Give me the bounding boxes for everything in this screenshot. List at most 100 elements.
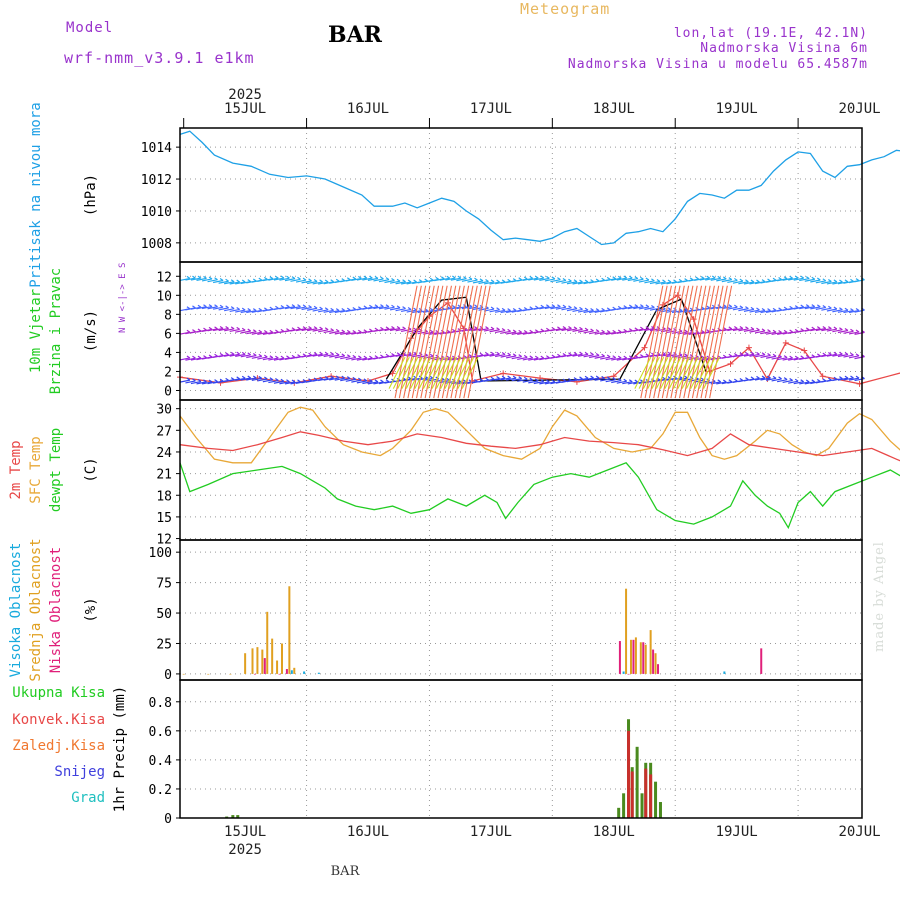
- bar-low_cloud: [652, 649, 655, 674]
- wind-arrow: [400, 279, 412, 285]
- wind-arrow: [594, 329, 605, 335]
- wind-arrow: [224, 279, 235, 285]
- wind-arrow: [384, 352, 395, 359]
- wind-hatch: [410, 356, 428, 389]
- wind-arrow: [240, 307, 252, 314]
- wind-arrow: [212, 352, 224, 359]
- wind-arrow: [771, 376, 782, 382]
- wind-arrow: [528, 305, 539, 311]
- wind-arrow: [439, 275, 451, 281]
- date-label-top: 20JUL: [838, 101, 880, 117]
- wind-arrow: [190, 304, 202, 310]
- wind-arrow: [207, 277, 218, 283]
- wind-arrow: [644, 304, 655, 311]
- wind-arrow: [345, 329, 357, 336]
- wind-hatch: [700, 285, 724, 399]
- wind-hatch: [453, 356, 471, 389]
- wind-arrow: [196, 379, 207, 385]
- wind-arrow: [246, 329, 257, 335]
- date-label-top: 17JUL: [470, 101, 512, 117]
- wind-hatch: [433, 285, 457, 399]
- wind-arrow: [445, 275, 456, 281]
- wind-hatch: [461, 356, 479, 389]
- wind-arrow: [257, 376, 268, 382]
- wind-arrow: [318, 351, 329, 357]
- wind-hatch: [640, 285, 664, 399]
- wind-arrow: [373, 276, 384, 282]
- wind-hatch: [435, 356, 453, 389]
- y-axis-label: (C): [83, 457, 99, 482]
- wind-arrow: [478, 326, 489, 332]
- wind-hatch: [642, 356, 660, 389]
- wind-arrow: [810, 277, 821, 283]
- series-line-pressure: [179, 130, 900, 246]
- product-title: Meteogram: [520, 0, 611, 18]
- wind-speed-marker: [641, 344, 648, 351]
- wind-arrow: [837, 307, 849, 313]
- wind-hatch: [685, 356, 703, 389]
- wind-arrow: [843, 328, 854, 334]
- wind-hatch: [403, 285, 427, 399]
- wind-hatch: [454, 285, 478, 399]
- wind-arrow: [279, 275, 290, 281]
- wind-hatch: [698, 356, 716, 389]
- y-axis-label: SFC Temp: [28, 436, 44, 503]
- wind-arrow: [395, 326, 406, 332]
- wind-arrow: [340, 277, 351, 283]
- wind-arrow: [395, 279, 406, 285]
- wind-arrow: [235, 351, 246, 357]
- wind-arrow: [323, 375, 335, 381]
- wind-arrow: [627, 379, 639, 385]
- year-label-bottom: 2025: [228, 842, 262, 858]
- wind-arrow: [843, 308, 854, 314]
- y-tick-label: 1010: [141, 205, 172, 220]
- wind-hatch: [657, 285, 681, 399]
- wind-arrow: [561, 278, 572, 284]
- wind-arrow: [329, 328, 340, 334]
- wind-arrow: [229, 279, 241, 285]
- wind-arrow: [472, 278, 484, 284]
- wind-hatch: [431, 356, 449, 389]
- wind-arrow: [323, 328, 335, 334]
- wind-arrow: [605, 329, 617, 335]
- wind-arrow: [810, 326, 821, 332]
- wind-hatch: [394, 285, 418, 399]
- wind-arrow: [577, 279, 589, 285]
- wind-hatch: [441, 285, 465, 399]
- wind-hatch: [427, 356, 445, 389]
- wind-arrow: [201, 276, 213, 282]
- wind-arrow: [738, 326, 749, 332]
- panel-frame: [179, 679, 863, 819]
- wind-arrow: [832, 279, 843, 285]
- bar-mid_cloud: [634, 637, 637, 674]
- wind-arrow: [572, 351, 583, 357]
- wind-arrow: [218, 352, 229, 358]
- wind-arrow: [721, 277, 733, 283]
- wind-arrow: [727, 277, 738, 284]
- wind-arrow: [224, 306, 235, 312]
- wind-arrow: [494, 375, 506, 381]
- y-tick-label: 1008: [141, 237, 172, 252]
- y-tick-label: 0.2: [149, 783, 172, 798]
- wind-arrow: [362, 379, 373, 385]
- wind-arrow: [235, 327, 246, 333]
- wind-arrow: [295, 304, 307, 310]
- bar-low_cloud: [642, 642, 645, 674]
- wind-hatch: [668, 356, 686, 389]
- precip-legend-label: Ukupna Kisa: [12, 685, 105, 701]
- wind-arrow: [683, 277, 694, 283]
- wind-arrow: [268, 305, 279, 311]
- y-tick-label: 21: [156, 468, 172, 483]
- wind-arrow: [821, 352, 832, 358]
- wind-arrow: [257, 354, 268, 360]
- wind-arrow: [832, 351, 843, 357]
- wind-speed-marker: [690, 316, 697, 323]
- wind-arrow: [804, 326, 816, 332]
- bar-mid_cloud: [271, 638, 274, 674]
- lonlat-label: lon,lat (19.1E, 42.1N): [673, 26, 868, 41]
- y-tick-label: 0: [164, 668, 172, 683]
- wind-arrow: [329, 308, 340, 314]
- wind-hatch: [694, 356, 712, 389]
- wind-arrow: [788, 275, 799, 281]
- bar-precip_conv: [649, 774, 653, 818]
